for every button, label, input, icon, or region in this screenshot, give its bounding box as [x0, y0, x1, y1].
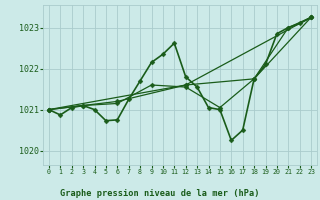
Text: Graphe pression niveau de la mer (hPa): Graphe pression niveau de la mer (hPa)	[60, 189, 260, 198]
